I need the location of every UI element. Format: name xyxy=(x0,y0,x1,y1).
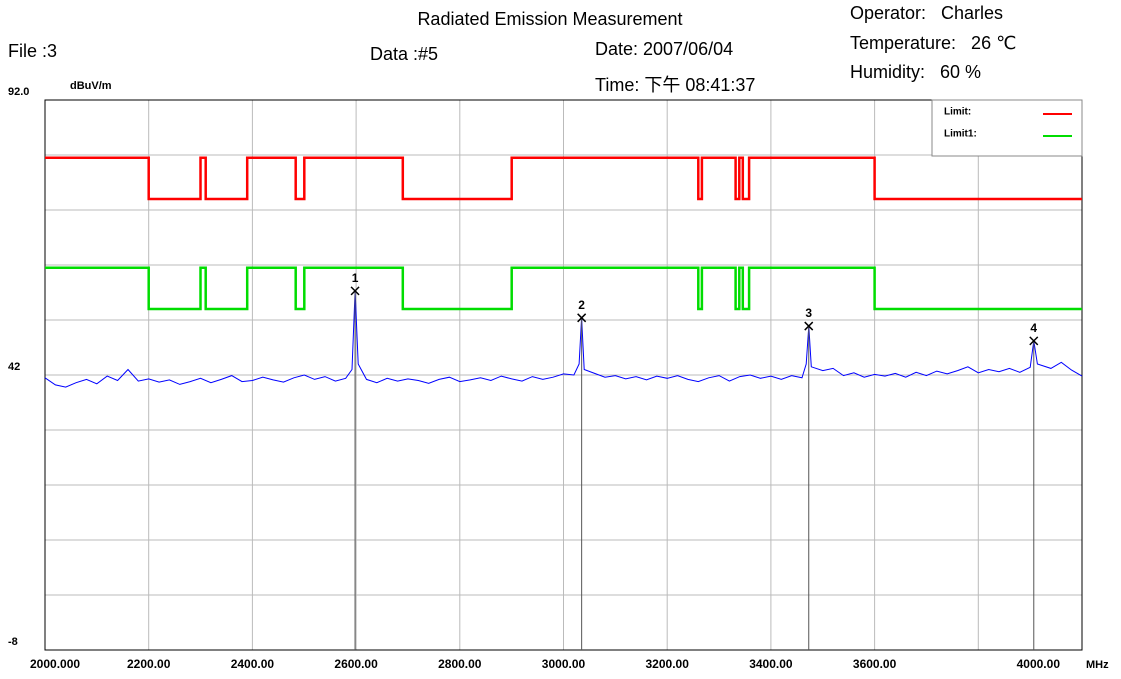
x-unit: MHz xyxy=(1086,659,1109,671)
y-tick-label: 92.0 xyxy=(8,86,29,98)
marker-label: 1 xyxy=(352,271,359,285)
x-tick-label: 2600.00 xyxy=(334,657,378,671)
humidity-label: Humidity: 60 % xyxy=(850,62,981,82)
y-unit: dBuV/m xyxy=(70,80,112,92)
y-tick-label: 42 xyxy=(8,361,20,373)
marker-label: 4 xyxy=(1030,321,1037,335)
marker-cross xyxy=(804,321,814,331)
x-tick-label: 2800.00 xyxy=(438,657,482,671)
x-tick-label: 2000.000 xyxy=(30,657,80,671)
marker-label: 2 xyxy=(578,298,585,312)
x-tick-label: 2400.00 xyxy=(231,657,275,671)
marker-cross xyxy=(350,286,360,296)
series-line xyxy=(45,156,1082,201)
legend-label: Limit: xyxy=(944,107,971,118)
x-tick-label: 2200.00 xyxy=(127,657,171,671)
legend-label: Limit1: xyxy=(944,129,977,140)
series-line xyxy=(44,290,1083,388)
plot-frame xyxy=(44,99,1083,651)
data-label: Data :#5 xyxy=(370,44,438,64)
chart-title: Radiated Emission Measurement xyxy=(417,9,682,29)
date-label: Date: 2007/06/04 xyxy=(595,39,733,59)
y-tick-label: -8 xyxy=(8,636,18,648)
time-label: Time: 下午 08:41:37 xyxy=(595,75,755,95)
legend-box xyxy=(931,99,1083,157)
marker-label: 3 xyxy=(805,306,812,320)
operator-label: Operator: Charles xyxy=(850,3,1003,23)
file-label: File :3 xyxy=(8,41,57,61)
x-tick-label: 3400.00 xyxy=(749,657,793,671)
x-tick-label: 3600.00 xyxy=(853,657,897,671)
x-tick-label: 4000.00 xyxy=(1017,657,1061,671)
marker-cross xyxy=(577,313,587,323)
series-line xyxy=(45,266,1082,311)
temperature-label: Temperature: 26 ℃ xyxy=(850,33,1016,53)
marker-cross xyxy=(1029,336,1039,346)
x-tick-label: 3000.00 xyxy=(542,657,586,671)
x-tick-label: 3200.00 xyxy=(646,657,690,671)
